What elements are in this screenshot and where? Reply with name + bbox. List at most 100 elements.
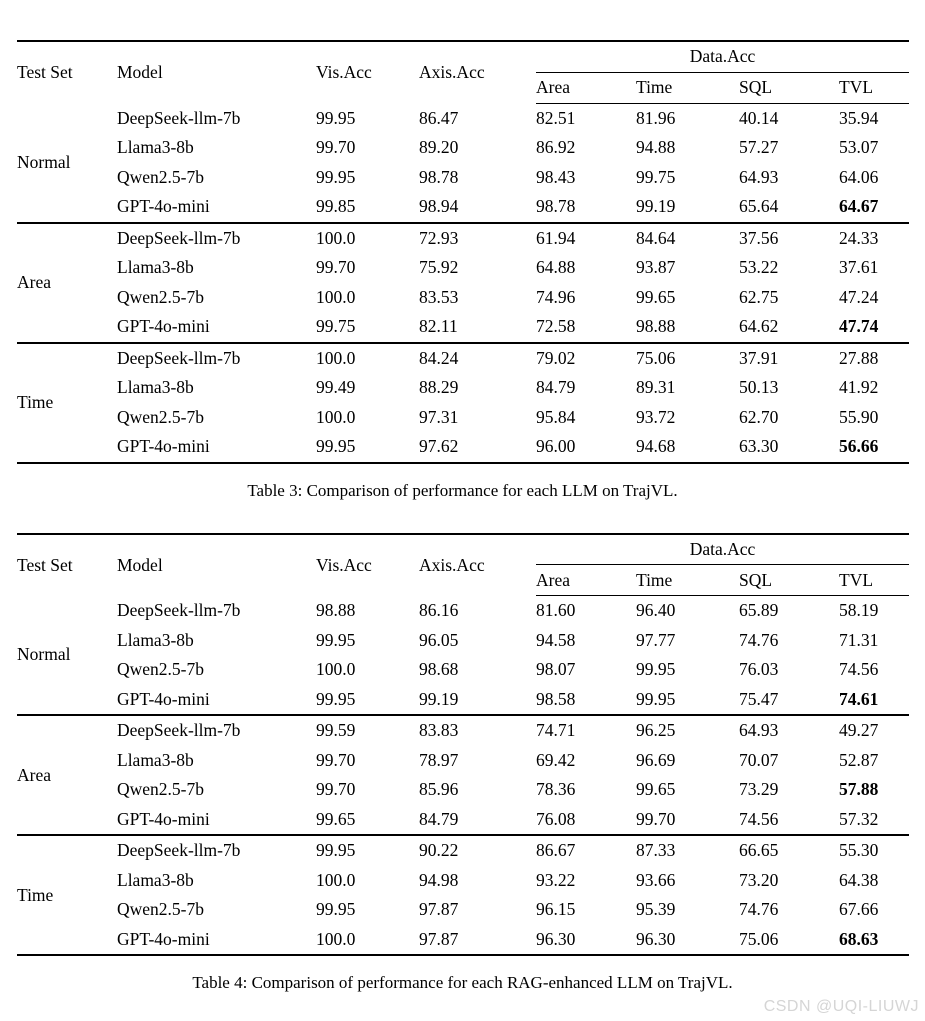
- axis-acc-cell: 85.96: [419, 779, 459, 800]
- table-row: Area DeepSeek-llm-7b 100.0 72.93 61.94 84.64 3…: [17, 223, 909, 292]
- tvl-cell: 64.06: [839, 166, 879, 187]
- test-set-group: Area DeepSeek-llm-7b 99.59 83.83 74.71 96.25 6…: [17, 715, 910, 836]
- llm-results-table: Test Set Model Vis.Acc Axis.Acc Data.Acc…: [17, 40, 910, 464]
- table-row: GPT-4o-mini 99.65 84.79 76.08 99.70 74.56 57.3…: [17, 805, 909, 836]
- col-header-area: Area: [536, 72, 636, 104]
- area-cell: 95.84: [536, 406, 576, 427]
- model-cell: GPT-4o-mini: [117, 436, 210, 457]
- area-cell: 79.02: [536, 347, 576, 368]
- time-cell: 99.19: [636, 196, 676, 217]
- sql-cell: 57.27: [739, 137, 779, 158]
- sql-cell: 65.64: [739, 196, 779, 217]
- model-cell: DeepSeek-llm-7b: [117, 107, 241, 128]
- area-cell: 94.58: [536, 629, 576, 650]
- area-cell: 74.71: [536, 720, 576, 741]
- vis-acc-cell: 99.49: [316, 377, 356, 398]
- axis-acc-cell: 90.22: [419, 840, 459, 861]
- tvl-cell: 57.88: [839, 779, 879, 800]
- time-cell: 99.65: [636, 286, 676, 307]
- area-cell: 98.43: [536, 166, 576, 187]
- vis-acc-cell: 99.70: [316, 779, 356, 800]
- tvl-cell: 41.92: [839, 377, 879, 398]
- model-cell: Llama3-8b: [117, 257, 194, 278]
- sql-cell: 73.29: [739, 779, 779, 800]
- vis-acc-cell: 100.0: [316, 406, 356, 427]
- test-set-label: Normal: [17, 644, 71, 665]
- time-cell: 99.75: [636, 166, 676, 187]
- table-header: Test Set Model Vis.Acc Axis.Acc Data.Acc…: [17, 533, 910, 596]
- table-row: GPT-4o-mini 99.85 98.94 98.78 99.19 65.64 64.6…: [17, 192, 909, 223]
- table-row: Qwen2.5-7b 99.70 85.96 78.36 99.65 73.29 57.88: [17, 775, 909, 805]
- col-header-model: Model: [117, 554, 163, 575]
- table-row: Qwen2.5-7b 99.95 98.78 98.43 99.75 64.93 64.06: [17, 163, 909, 193]
- model-cell: Qwen2.5-7b: [117, 406, 204, 427]
- sql-cell: 40.14: [739, 107, 779, 128]
- model-cell: Llama3-8b: [117, 869, 194, 890]
- tvl-cell: 57.32: [839, 808, 879, 829]
- axis-acc-cell: 97.87: [419, 899, 459, 920]
- sql-cell: 74.76: [739, 899, 779, 920]
- area-cell: 86.67: [536, 840, 576, 861]
- sql-cell: 74.76: [739, 629, 779, 650]
- sql-cell: 74.56: [739, 808, 779, 829]
- area-cell: 76.08: [536, 808, 576, 829]
- col-header-data-acc: Data.Acc: [536, 41, 910, 73]
- time-cell: 81.96: [636, 107, 676, 128]
- time-cell: 99.95: [636, 688, 676, 709]
- model-cell: Qwen2.5-7b: [117, 899, 204, 920]
- vis-acc-cell: 99.65: [316, 808, 356, 829]
- time-cell: 84.64: [636, 227, 676, 248]
- tvl-cell: 64.38: [839, 869, 879, 890]
- vis-acc-cell: 99.95: [316, 840, 356, 861]
- table-row: Llama3-8b 100.0 94.98 93.22 93.66 73.20 64.38: [17, 866, 909, 896]
- sql-cell: 73.20: [739, 869, 779, 890]
- axis-acc-cell: 96.05: [419, 629, 459, 650]
- csdn-watermark: CSDN @UQI-LIUWJ: [763, 998, 919, 1015]
- sql-cell: 65.89: [739, 600, 779, 621]
- sql-cell: 63.30: [739, 436, 779, 457]
- col-header-axis-acc: Axis.Acc: [419, 62, 485, 82]
- vis-acc-cell: 99.95: [316, 629, 356, 650]
- tvl-cell: 52.87: [839, 749, 879, 770]
- col-header-sql: SQL: [739, 72, 839, 104]
- sql-cell: 50.13: [739, 377, 779, 398]
- vis-acc-cell: 99.95: [316, 688, 356, 709]
- tvl-cell: 56.66: [839, 436, 879, 457]
- model-cell: DeepSeek-llm-7b: [117, 600, 241, 620]
- table-caption: Table 4: Comparison of performance for e…: [192, 973, 733, 992]
- col-header-test-set: Test Set: [17, 62, 73, 82]
- test-set-label: Area: [17, 272, 52, 292]
- area-cell: 96.30: [536, 928, 576, 949]
- tvl-cell: 53.07: [839, 137, 879, 158]
- time-cell: 89.31: [636, 377, 676, 398]
- axis-acc-cell: 83.83: [419, 720, 459, 741]
- area-cell: 61.94: [536, 227, 576, 248]
- table-row: Llama3-8b 99.49 88.29 84.79 89.31 50.13 41.92: [17, 373, 909, 403]
- sql-cell: 66.65: [739, 840, 779, 861]
- sql-cell: 37.56: [739, 227, 779, 248]
- tvl-cell: 27.88: [839, 347, 879, 368]
- axis-acc-cell: 98.94: [419, 196, 459, 217]
- time-cell: 94.68: [636, 436, 676, 457]
- axis-acc-cell: 97.62: [419, 436, 459, 457]
- table-row: Llama3-8b 99.70 78.97 69.42 96.69 70.07 52.87: [17, 746, 909, 776]
- col-header-sql: SQL: [739, 564, 839, 596]
- area-cell: 96.00: [536, 436, 576, 457]
- axis-acc-cell: 84.79: [419, 808, 459, 829]
- model-cell: DeepSeek-llm-7b: [117, 720, 241, 741]
- sql-cell: 75.06: [739, 928, 779, 949]
- time-cell: 96.40: [636, 600, 676, 621]
- tvl-cell: 68.63: [839, 928, 879, 949]
- area-cell: 72.58: [536, 316, 576, 337]
- axis-acc-cell: 97.31: [419, 406, 459, 427]
- tvl-cell: 47.74: [839, 316, 879, 337]
- model-cell: Qwen2.5-7b: [117, 286, 204, 307]
- test-set-group: Time DeepSeek-llm-7b 99.95 90.22 86.67 87.33 6…: [17, 835, 910, 955]
- axis-acc-cell: 82.11: [419, 316, 458, 337]
- axis-acc-cell: 97.87: [419, 928, 459, 949]
- table-row: Qwen2.5-7b 100.0 98.68 98.07 99.95 76.03 74.56: [17, 655, 909, 685]
- time-cell: 75.06: [636, 347, 676, 368]
- model-cell: GPT-4o-mini: [117, 688, 210, 709]
- col-header-data-acc: Data.Acc: [536, 533, 910, 565]
- area-cell: 74.96: [536, 286, 576, 307]
